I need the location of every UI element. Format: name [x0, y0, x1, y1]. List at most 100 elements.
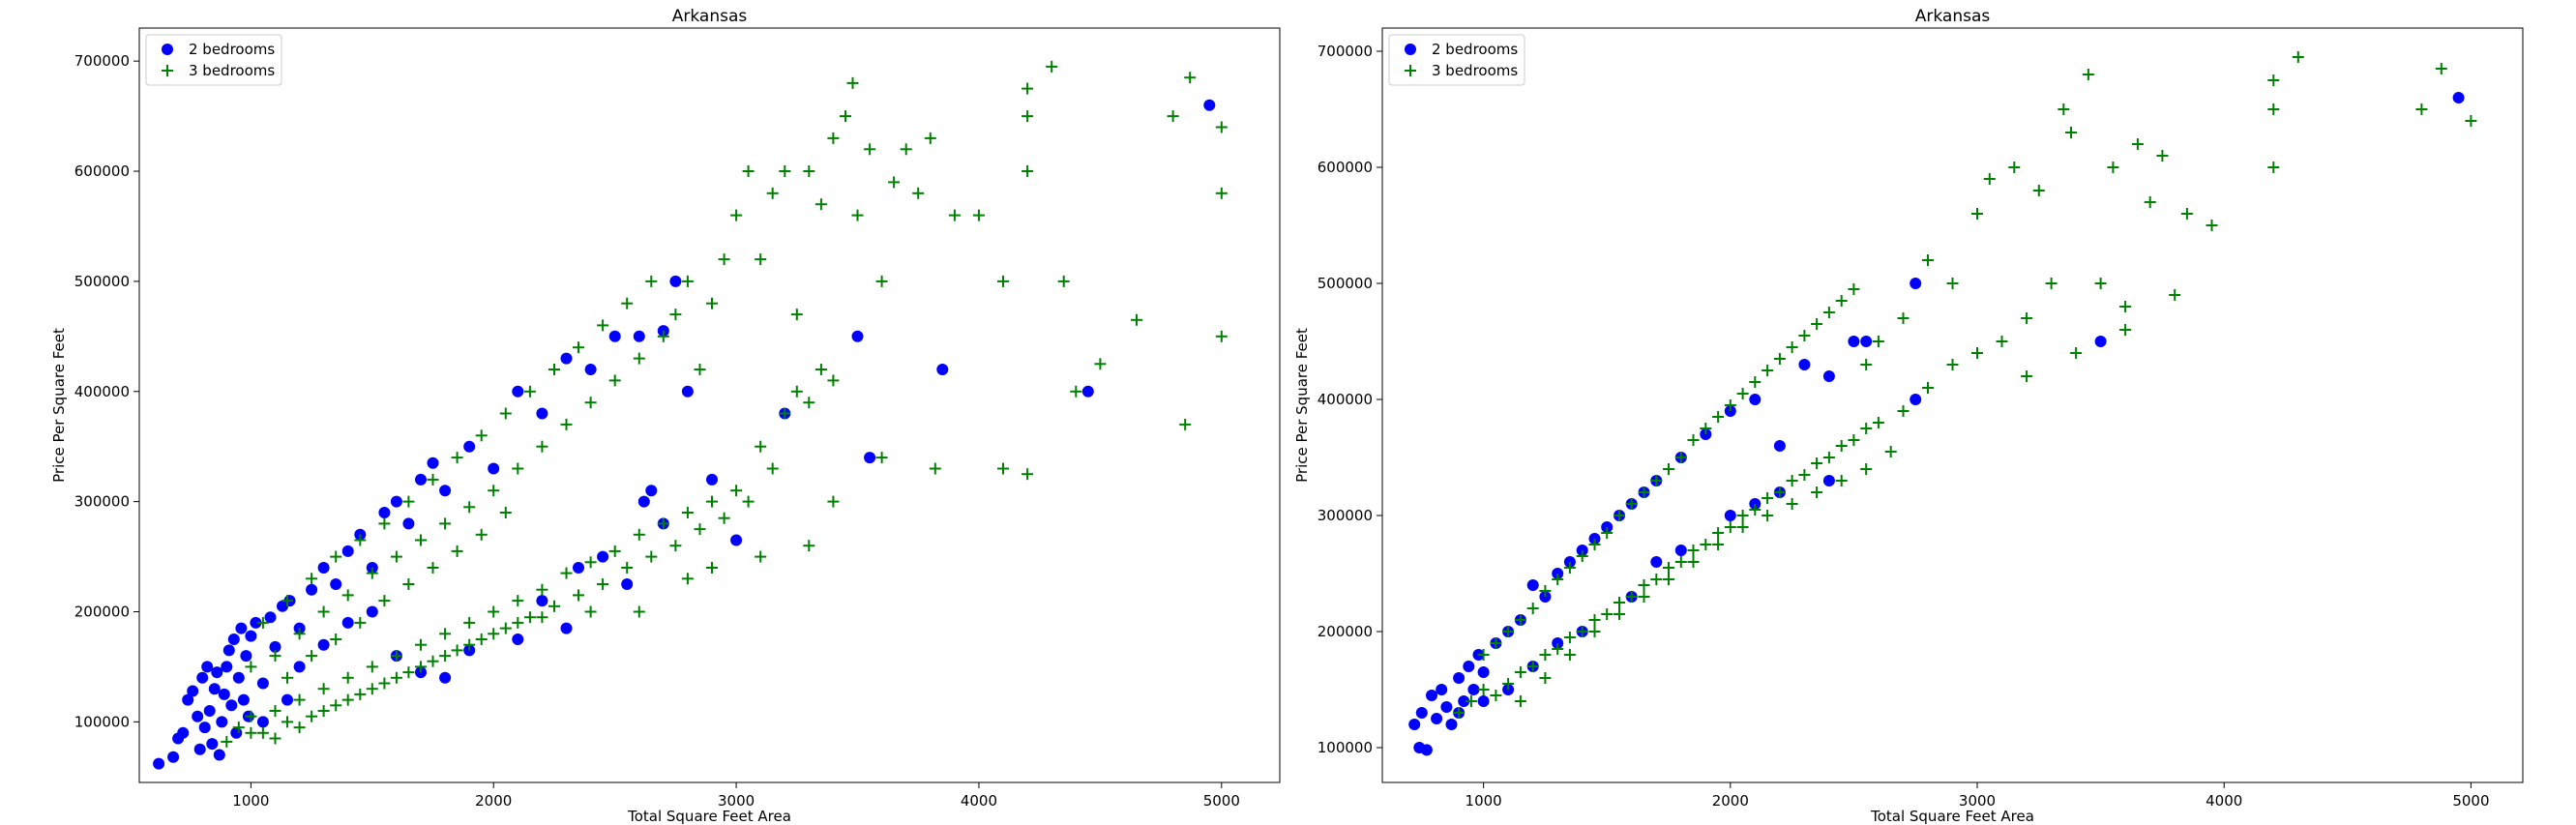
data-point: [1860, 336, 1873, 347]
data-point: [1638, 579, 1650, 591]
data-point: [222, 644, 235, 657]
data-point: [378, 595, 391, 607]
data-point: [864, 143, 876, 156]
data-point: [439, 650, 452, 663]
data-point: [645, 275, 658, 287]
data-point: [846, 76, 859, 89]
data-point: [1070, 385, 1082, 398]
data-point: [997, 275, 1009, 287]
x-tick-label: 3000: [718, 792, 755, 810]
data-point: [2452, 92, 2465, 103]
data-point: [1215, 330, 1228, 342]
data-point: [439, 517, 452, 530]
data-point: [366, 567, 378, 579]
data-point: [463, 501, 476, 514]
data-point: [1022, 82, 1034, 95]
data-point: [463, 616, 476, 629]
data-point: [317, 705, 330, 717]
data-point: [766, 187, 779, 199]
data-point: [366, 605, 378, 618]
data-point: [1897, 312, 1910, 324]
data-point: [730, 209, 743, 221]
data-point: [1477, 695, 1490, 707]
x-tick-label: 2000: [475, 792, 512, 810]
x-axis-label: Total Square Feet Area: [1870, 808, 2034, 825]
data-point: [1408, 719, 1421, 730]
data-point: [1736, 521, 1749, 533]
data-point: [1848, 336, 1860, 347]
data-point: [1539, 649, 1552, 661]
data-point: [1884, 446, 1897, 457]
data-point: [2021, 312, 2033, 324]
data-point: [790, 309, 803, 321]
data-point: [415, 638, 427, 651]
data-point: [706, 495, 718, 508]
data-point: [548, 600, 560, 612]
data-point: [269, 732, 281, 745]
legend-marker-plus: [1405, 65, 1416, 76]
data-point: [427, 655, 439, 667]
data-point: [2156, 150, 2169, 162]
data-point: [1463, 661, 1475, 672]
data-point: [221, 661, 233, 673]
data-point: [317, 683, 330, 695]
data-point: [694, 364, 706, 375]
data-point: [1798, 469, 1811, 481]
data-point: [187, 685, 199, 697]
data-point: [560, 352, 573, 365]
series-3-bedrooms: [1453, 51, 2477, 719]
data-point: [475, 633, 488, 645]
data-point: [463, 638, 476, 651]
data-point: [196, 671, 209, 684]
data-point: [293, 693, 306, 706]
data-point: [1910, 278, 1922, 289]
y-tick-label: 700000: [1318, 43, 1373, 60]
data-point: [306, 583, 318, 596]
legend-label: 3 bedrooms: [189, 62, 275, 79]
data-point: [1749, 504, 1762, 516]
data-point: [269, 705, 281, 717]
data-point: [755, 550, 767, 563]
data-point: [306, 573, 318, 585]
data-point: [1526, 603, 1539, 614]
data-point: [888, 176, 901, 189]
legend: 2 bedrooms 3 bedrooms: [1388, 34, 1525, 86]
data-point: [1453, 672, 1466, 684]
data-point: [293, 661, 306, 673]
data-point: [997, 462, 1009, 475]
y-tick-label: 100000: [74, 713, 130, 730]
data-point: [1822, 452, 1835, 463]
data-point: [718, 253, 730, 266]
data-point: [1477, 649, 1490, 661]
x-tick-label: 5000: [2452, 792, 2489, 810]
data-point: [1420, 744, 1433, 756]
data-point: [451, 452, 463, 464]
data-point: [1046, 60, 1058, 73]
y-tick-label: 300000: [1318, 507, 1373, 524]
data-point: [1811, 457, 1823, 469]
legend-box: [1388, 34, 1525, 86]
data-point: [1614, 510, 1625, 521]
data-point: [730, 534, 743, 546]
data-point: [1798, 330, 1811, 341]
data-point: [1687, 545, 1700, 556]
data-point: [536, 440, 548, 453]
data-point: [1539, 585, 1552, 597]
data-point: [2180, 208, 2193, 220]
data-point: [1215, 121, 1228, 133]
data-point: [1996, 336, 2008, 347]
data-point: [936, 364, 949, 375]
data-point: [669, 309, 682, 321]
data-point: [706, 562, 718, 574]
data-point: [1822, 307, 1835, 318]
data-point: [211, 666, 223, 679]
data-point: [1822, 475, 1835, 486]
data-point: [203, 705, 216, 717]
legend-label: 2 bedrooms: [1432, 41, 1518, 58]
data-point: [341, 671, 354, 684]
data-point: [1453, 707, 1466, 719]
y-axis-label: Price Per Square Feet: [1293, 328, 1311, 483]
data-point: [499, 407, 512, 420]
data-point: [657, 517, 669, 530]
